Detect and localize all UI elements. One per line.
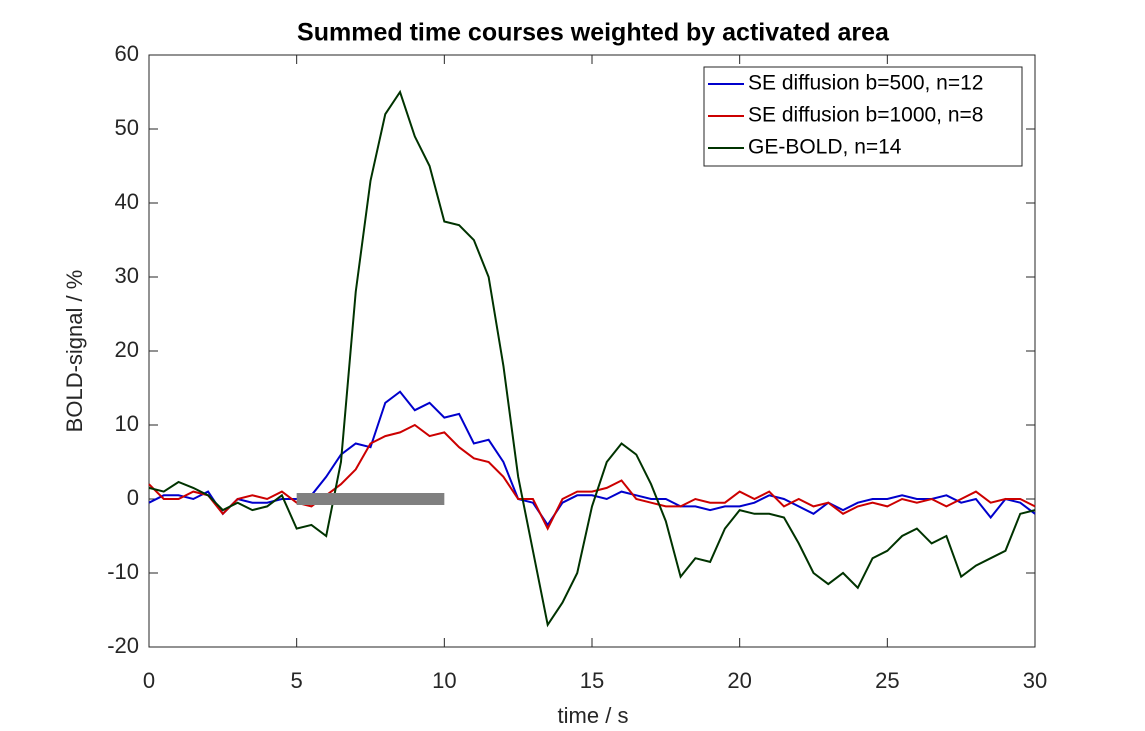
x-tick-label: 15 — [580, 668, 604, 693]
x-tick-label: 20 — [727, 668, 751, 693]
x-axis-label: time / s — [558, 703, 629, 728]
y-tick-label: 30 — [115, 263, 139, 288]
y-tick-label: 0 — [127, 485, 139, 510]
data-line — [148, 89, 1036, 628]
y-tick-label: 50 — [115, 115, 139, 140]
x-tick-label: 25 — [875, 668, 899, 693]
y-tick-label: 40 — [115, 189, 139, 214]
y-tick-label: 60 — [115, 41, 139, 66]
y-tick-label: -10 — [107, 559, 139, 584]
legend-label: SE diffusion b=500, n=12 — [748, 72, 983, 95]
y-tick-label: 10 — [115, 411, 139, 436]
data-line — [148, 423, 1036, 531]
legend-label: SE diffusion b=1000, n=8 — [748, 104, 983, 127]
y-axis-label: BOLD-signal / % — [62, 270, 87, 433]
y-tick-label: 20 — [115, 337, 139, 362]
chart-title: Summed time courses weighted by activate… — [297, 19, 890, 47]
x-tick-label: 10 — [432, 668, 456, 693]
x-tick-label: 30 — [1023, 668, 1047, 693]
legend-label: GE-BOLD, n=14 — [748, 136, 902, 159]
y-tick-label: -20 — [107, 633, 139, 658]
legend-box — [703, 66, 1023, 167]
x-tick-label: 0 — [143, 668, 155, 693]
x-tick-label: 5 — [291, 668, 303, 693]
